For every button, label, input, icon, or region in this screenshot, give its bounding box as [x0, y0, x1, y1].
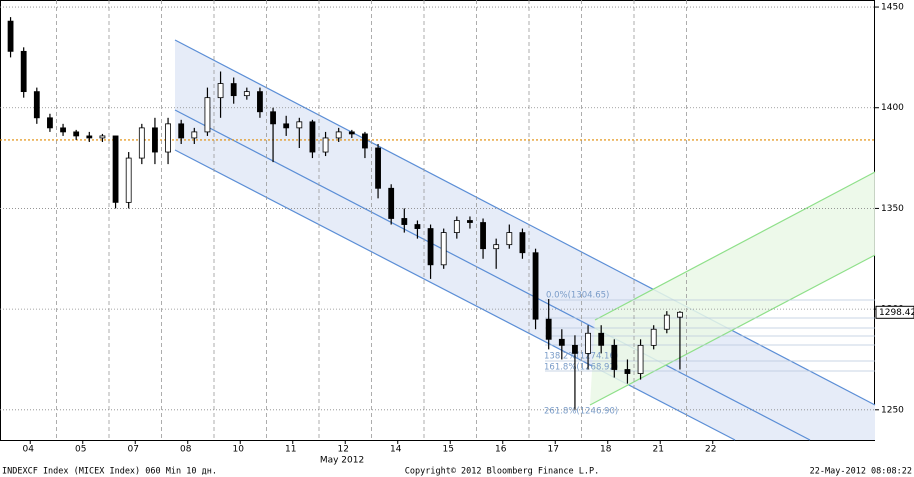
- footer-center: Copyright© 2012 Bloomberg Finance L.P.: [405, 467, 599, 477]
- last-value-box: [875, 305, 914, 319]
- x-tick-label: 17: [548, 445, 559, 455]
- x-axis-label: May 2012: [320, 456, 364, 466]
- candle-body: [257, 91, 263, 113]
- candle-body: [611, 344, 618, 370]
- candle-body: [204, 97, 211, 133]
- candle-body: [480, 222, 486, 250]
- y-tick-label: 1250: [881, 405, 904, 415]
- candle-body: [427, 228, 434, 266]
- candle-body: [283, 123, 290, 129]
- candle-body: [270, 111, 276, 125]
- candle-body: [493, 244, 500, 250]
- candle-body: [677, 311, 683, 318]
- candle-body: [585, 332, 591, 354]
- x-tick-label: 08: [180, 445, 192, 455]
- fib-label: 261.8%(1246.90): [544, 407, 618, 417]
- x-tick-label: 18: [600, 445, 612, 455]
- candle-body: [165, 123, 171, 153]
- x-tick-label: 04: [23, 445, 35, 455]
- candle-body: [624, 369, 631, 374]
- candle-body: [138, 127, 145, 159]
- fib-lines: [545, 299, 875, 372]
- candle-body: [637, 344, 644, 374]
- candle-body: [112, 135, 119, 203]
- x-tick-label: 07: [128, 445, 139, 455]
- candle-body: [440, 232, 447, 266]
- candle-body: [558, 338, 565, 346]
- candle-body: [47, 117, 53, 129]
- candle-body: [519, 232, 526, 254]
- y-tick-label: 1450: [881, 3, 904, 13]
- y-tick-label: 1350: [881, 204, 904, 214]
- candle-body: [322, 137, 329, 153]
- y-tick-label: 1400: [881, 103, 904, 113]
- candle-body: [33, 91, 40, 119]
- green-channel-fill: [590, 172, 875, 405]
- candle-body: [178, 123, 185, 139]
- channel-lower: [174, 149, 736, 441]
- x-tick-label: 05: [75, 445, 86, 455]
- candle-body: [572, 344, 578, 354]
- x-tick-label: 21: [653, 445, 664, 455]
- candle-body: [453, 220, 460, 233]
- candle-body: [99, 135, 106, 139]
- x-tick-label: 11: [285, 445, 296, 455]
- candle-body: [125, 157, 132, 203]
- candle-body: [296, 121, 303, 129]
- candle-body: [467, 220, 473, 223]
- candle-body: [532, 252, 539, 320]
- x-tick-label: 22: [705, 445, 716, 455]
- channel-middle: [174, 109, 811, 441]
- candle-body: [650, 328, 657, 346]
- candle-body: [191, 131, 198, 139]
- fib-label: 0.0%(1304.65): [546, 291, 609, 301]
- candle-body: [7, 20, 14, 52]
- x-tick-label: 15: [443, 445, 454, 455]
- candle-body: [243, 91, 250, 97]
- candle-body: [86, 135, 93, 139]
- green-channel-upper: [594, 171, 876, 321]
- candle-body: [375, 147, 381, 189]
- candle-body: [217, 83, 224, 99]
- x-tick-label: 14: [390, 445, 402, 455]
- x-tick-label: 12: [338, 445, 349, 455]
- candle-body: [388, 187, 395, 219]
- candle-body: [335, 131, 342, 139]
- candle-body: [20, 50, 27, 93]
- candle-body: [663, 314, 670, 330]
- candle-body: [60, 127, 66, 133]
- x-tick-label: 10: [233, 445, 245, 455]
- candle-body: [309, 121, 316, 153]
- candle-body: [348, 131, 355, 135]
- footer-right: 22-May-2012 08:08:22: [810, 467, 912, 477]
- last-value-label: 1298.42: [879, 308, 914, 318]
- candle-body: [230, 83, 237, 97]
- green-channel-lower: [589, 254, 876, 406]
- footer-left: INDEXCF Index (MICEX Index) 060 Min 10 д…: [2, 467, 217, 477]
- candle-body: [362, 133, 368, 149]
- channel-upper: [174, 39, 876, 406]
- candle-body: [401, 218, 408, 225]
- candle-body: [598, 332, 605, 346]
- candle-body: [152, 127, 158, 153]
- fib-label: 138.2%(1274.16): [544, 352, 618, 362]
- x-tick-label: 16: [495, 445, 507, 455]
- candle-body: [545, 318, 552, 340]
- candle-body: [73, 131, 80, 137]
- candle-body: [506, 232, 513, 246]
- candle-body: [414, 224, 421, 229]
